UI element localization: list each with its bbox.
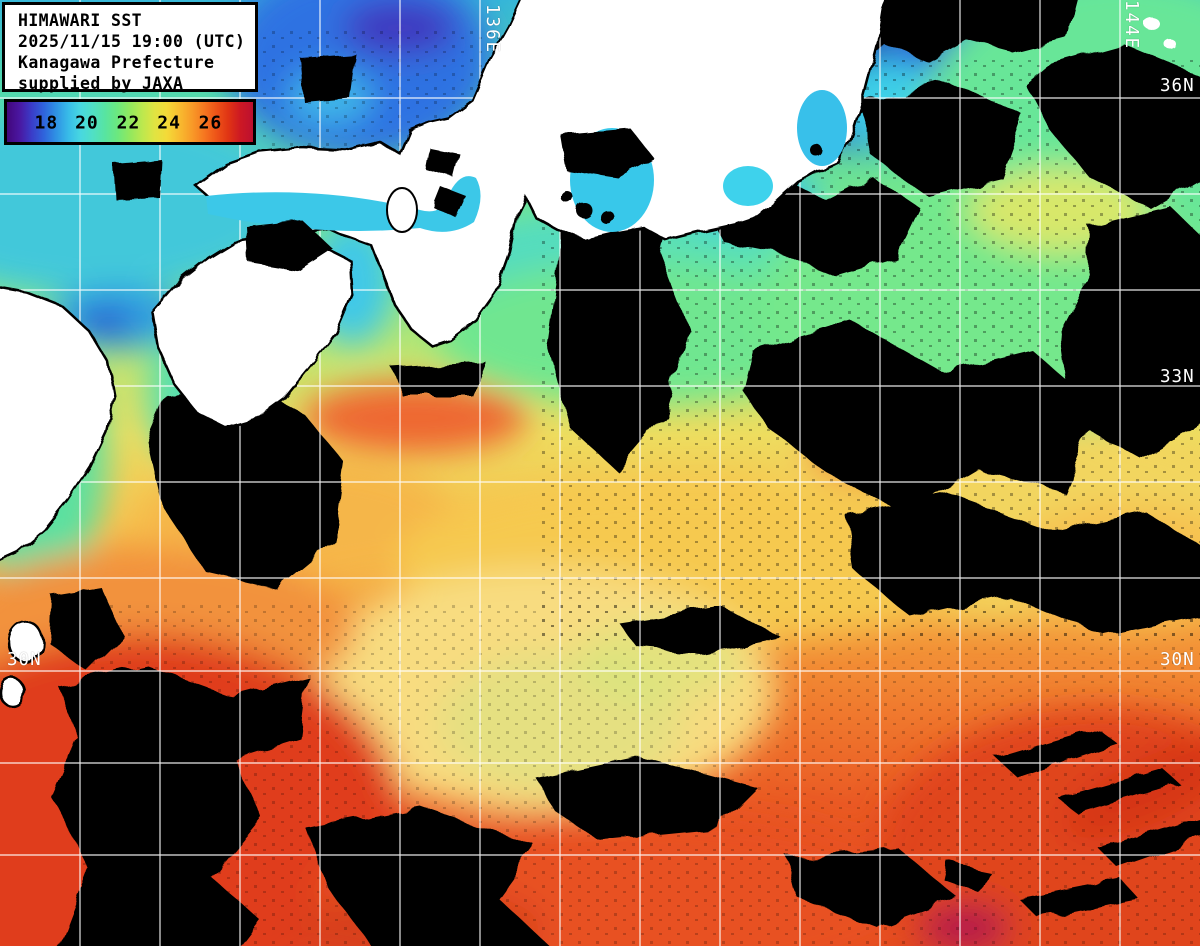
colorbar: 18 20 22 24 26 (4, 99, 256, 145)
lat-label-36n: 36N (1160, 76, 1195, 96)
info-source: supplied by JAXA (18, 74, 184, 93)
lon-label-144e: 144E (1121, 0, 1141, 51)
land-layer (0, 0, 1176, 708)
lat-label-33n: 33N (1160, 367, 1195, 387)
colorbar-gradient (7, 102, 253, 142)
info-region: Kanagawa Prefecture (18, 53, 215, 72)
islet-layer (114, 54, 822, 270)
colorbar-tick: 26 (198, 112, 223, 134)
info-timestamp: 2025/11/15 19:00 (UTC) (18, 32, 246, 51)
lat-label-30n-left: 30N (7, 650, 42, 670)
info-box: HIMAWARI SST 2025/11/15 19:00 (UTC) Kana… (2, 2, 258, 93)
lon-label-136e: 136E (482, 4, 502, 55)
lat-label-30n-right: 30N (1160, 650, 1195, 670)
colorbar-tick: 20 (75, 112, 99, 134)
colorbar-tick: 18 (34, 112, 59, 134)
colorbar-tick: 22 (116, 112, 141, 134)
info-title: HIMAWARI SST (18, 11, 143, 30)
colorbar-tick: 24 (157, 112, 181, 134)
